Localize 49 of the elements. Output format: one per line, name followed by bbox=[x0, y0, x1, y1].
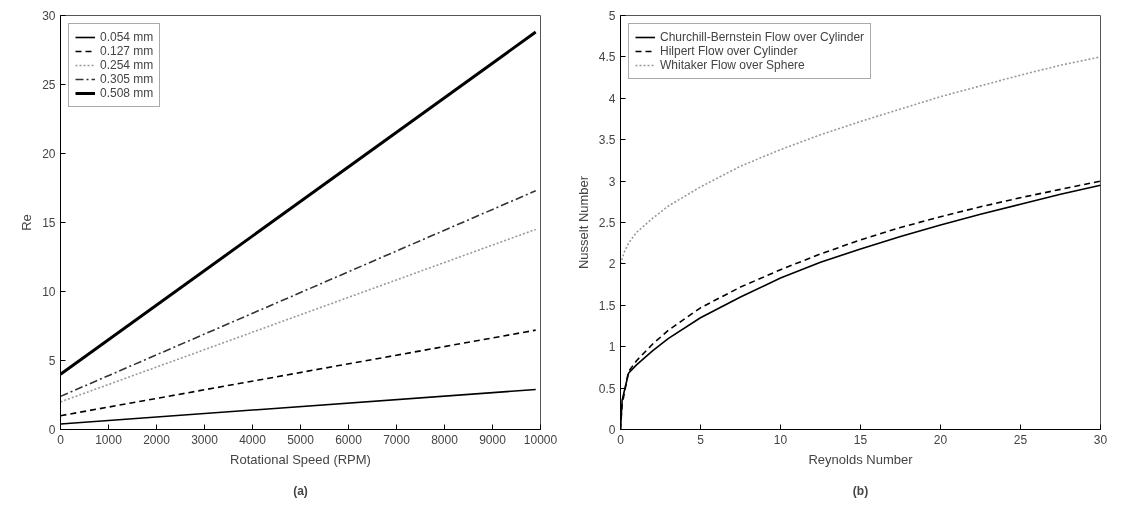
legend-label: 0.508 mm bbox=[100, 86, 154, 100]
legend-label: Whitaker Flow over Sphere bbox=[660, 58, 805, 72]
y-tick-label: 3.5 bbox=[598, 133, 616, 148]
y-tick-label: 1.5 bbox=[598, 298, 616, 313]
y-tick-label: 4.5 bbox=[598, 50, 616, 65]
line-series bbox=[620, 56, 1101, 265]
x-tick-label: 3000 bbox=[191, 432, 219, 447]
y-tick-label: 0.5 bbox=[598, 381, 616, 396]
legend-label: 0.254 mm bbox=[100, 58, 154, 72]
legend-label: 0.054 mm bbox=[100, 30, 154, 44]
x-tick-label: 2000 bbox=[143, 432, 171, 447]
x-tick-label: 4000 bbox=[239, 432, 267, 447]
y-tick-label: 10 bbox=[42, 285, 56, 299]
legend-label: Hilpert Flow over Cylinder bbox=[660, 44, 798, 58]
x-tick-label: 10000 bbox=[523, 432, 558, 447]
x-tick-label: 9000 bbox=[479, 432, 507, 447]
x-tick-label: 8000 bbox=[431, 432, 459, 447]
x-axis-title: Rotational Speed (RPM) bbox=[230, 451, 371, 467]
x-tick-label: 7000 bbox=[383, 432, 411, 447]
x-axis-title: Reynolds Number bbox=[808, 451, 914, 467]
y-tick-label: 2 bbox=[608, 257, 616, 272]
x-tick-label: 10 bbox=[773, 432, 788, 447]
y-tick-label: 25 bbox=[42, 78, 56, 92]
y-tick-label: 5 bbox=[608, 9, 616, 23]
text: (b) bbox=[852, 484, 869, 498]
legend-label: 0.127 mm bbox=[100, 44, 154, 58]
y-tick-label: 0 bbox=[48, 423, 56, 437]
y-axis-title: Nusselt Number bbox=[575, 175, 591, 270]
y-tick-label: 1 bbox=[608, 340, 616, 355]
y-tick-label: 20 bbox=[42, 147, 56, 161]
x-tick-label: 5 bbox=[697, 432, 705, 447]
y-tick-label: 3 bbox=[608, 174, 616, 189]
x-tick-label: 25 bbox=[1013, 432, 1028, 447]
y-tick-label: 5 bbox=[48, 354, 56, 368]
x-tick-label: 20 bbox=[933, 432, 948, 447]
x-tick-label: 15 bbox=[853, 432, 868, 447]
text: (a) bbox=[293, 484, 308, 498]
x-tick-label: 30 bbox=[1093, 432, 1108, 447]
y-axis-title: Re bbox=[19, 214, 35, 231]
y-tick-label: 15 bbox=[42, 216, 56, 230]
x-tick-label: 5000 bbox=[287, 432, 315, 447]
legend-label: 0.305 mm bbox=[100, 72, 154, 86]
x-tick-label: 6000 bbox=[335, 432, 363, 447]
y-tick-label: 4 bbox=[608, 91, 616, 106]
legend-label: Churchill-Bernstein Flow over Cylinder bbox=[660, 30, 865, 44]
y-tick-label: 2.5 bbox=[598, 216, 616, 230]
y-tick-label: 30 bbox=[42, 9, 56, 23]
x-tick-label: 1000 bbox=[95, 432, 123, 447]
y-tick-label: 0 bbox=[608, 423, 616, 437]
